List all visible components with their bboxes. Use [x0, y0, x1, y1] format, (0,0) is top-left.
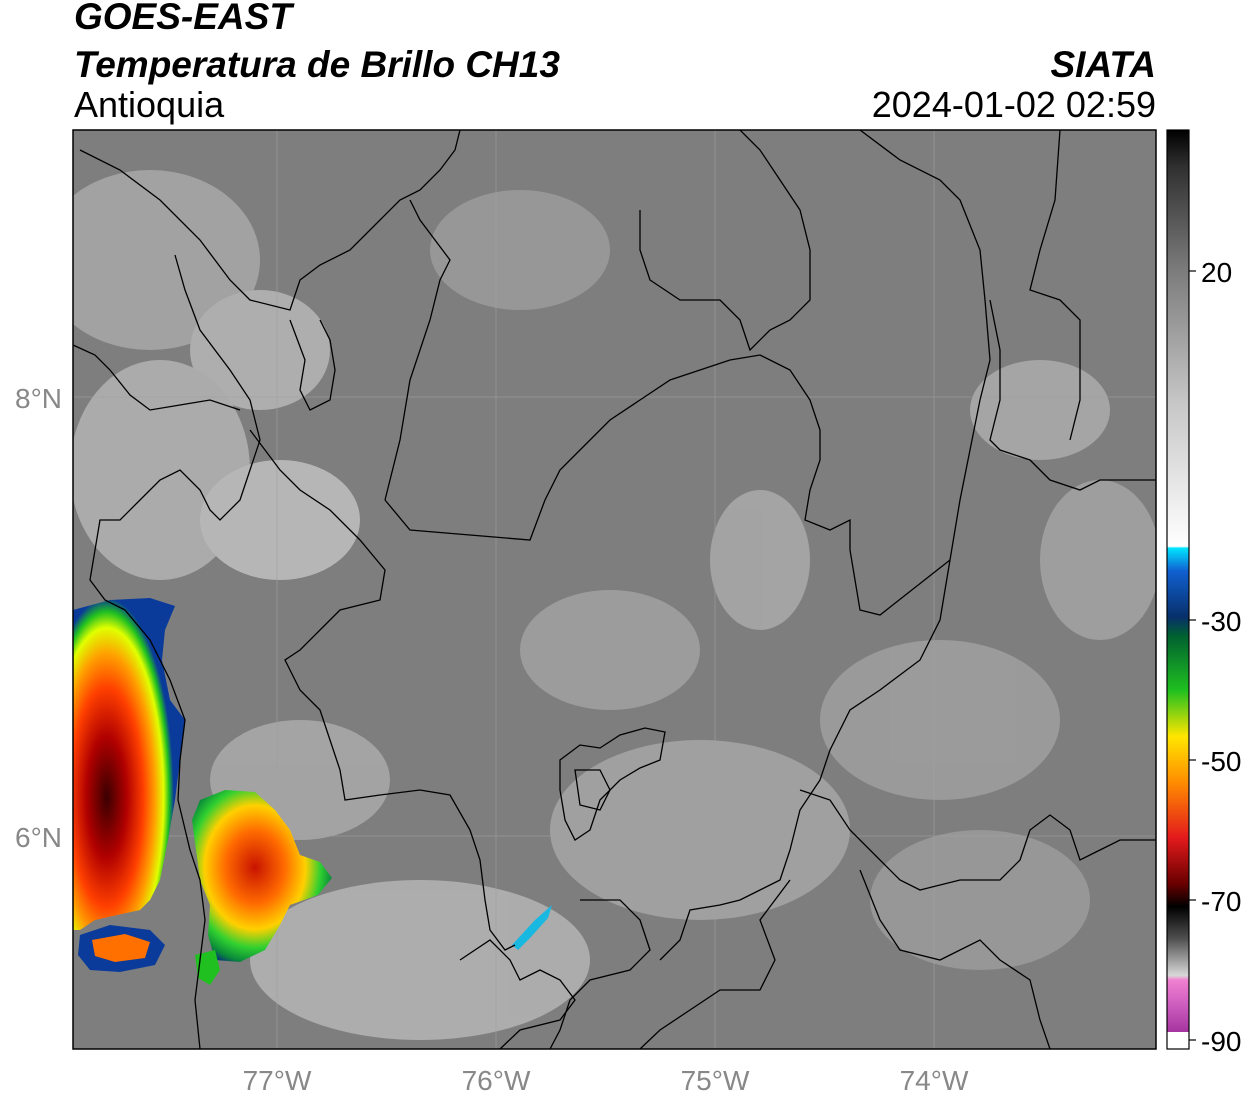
storm-cell-east-tail — [195, 950, 220, 985]
boundaries — [73, 130, 1156, 1049]
southern-border-2 — [639, 879, 791, 1049]
timestamp-label: 2024-01-02 02:59 — [871, 84, 1156, 125]
southern-border-3 — [859, 869, 1051, 1049]
lon-label-76W: 76°W — [462, 1065, 531, 1096]
antioquia-north — [384, 199, 451, 501]
coastline-north — [79, 130, 461, 311]
lon-label-74W: 74°W — [900, 1065, 969, 1096]
colorbar-white-cap — [1167, 1032, 1189, 1049]
colorbar-label-neg70: -70 — [1201, 886, 1241, 917]
antioquia-north-2 — [384, 354, 951, 616]
southern-border — [799, 789, 1156, 891]
colorbar-label-20: 20 — [1201, 257, 1232, 288]
lat-label-8N: 8°N — [15, 383, 62, 414]
lon-label-75W: 75°W — [681, 1065, 750, 1096]
southern-border-4 — [549, 899, 651, 1049]
storm-cell-small — [512, 905, 552, 950]
coastline-uraba — [89, 254, 261, 611]
storm-cell-east — [192, 790, 332, 962]
eastern-border-2 — [1029, 130, 1081, 441]
region-label: Antioquia — [74, 84, 225, 125]
colorbar-label-neg30: -30 — [1201, 606, 1241, 637]
colorbar-frame — [1166, 129, 1190, 1050]
satellite-title: GOES-EAST — [74, 0, 292, 37]
gridlines — [73, 130, 1156, 1049]
map-frame — [72, 129, 1157, 1050]
storm-cell-south-inner — [92, 934, 150, 962]
municipal-center-2 — [574, 769, 611, 811]
eastern-border — [989, 299, 1156, 491]
southern-border-5 — [459, 939, 576, 1049]
coastline-darien — [73, 344, 241, 411]
lon-label-77W: 77°W — [243, 1065, 312, 1096]
storm-cell-west — [73, 598, 185, 930]
colorbar: 20 -30 -50 -70 -90 — [1166, 129, 1241, 1057]
colorbar-label-neg90: -90 — [1201, 1026, 1241, 1057]
satellite-image — [73, 130, 1156, 1049]
gulf-outline — [289, 319, 336, 411]
organization-label: SIATA — [1050, 44, 1156, 85]
western-coast-south — [124, 609, 206, 1049]
cordoba-border — [639, 130, 811, 352]
colorbar-gradient — [1167, 130, 1189, 1049]
municipal-center — [559, 727, 666, 841]
product-title: Temperatura de Brillo CH13 — [74, 44, 560, 85]
lat-label-6N: 6°N — [15, 822, 62, 853]
colorbar-label-neg50: -50 — [1201, 746, 1241, 777]
bolivar-border — [659, 130, 991, 961]
cloud-texture — [73, 170, 1156, 1040]
antioquia-west — [249, 429, 516, 951]
